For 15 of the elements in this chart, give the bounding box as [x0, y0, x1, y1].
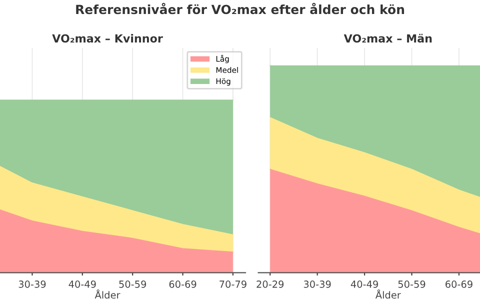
- x-axis-title: Ålder: [375, 290, 401, 299]
- chart-title: VO₂max – Män: [344, 34, 432, 43]
- x-tick-label: 20-29: [256, 280, 284, 288]
- x-tick-label: 50-59: [119, 280, 146, 288]
- x-tick-label: 60-69: [446, 280, 472, 288]
- x-tick-label: 30-39: [18, 280, 46, 288]
- x-tick-label: 70-79: [220, 280, 246, 288]
- chart-title: VO₂max – Kvinnor: [52, 34, 163, 43]
- text: Referensnivåer för VO₂max efter ålder och kön: [76, 2, 404, 14]
- x-axis-title: Ålder: [94, 290, 120, 299]
- x-tick-label: 60-69: [169, 280, 196, 288]
- x-tick-label: 40-49: [350, 280, 378, 288]
- x-tick-label: 30-39: [304, 280, 331, 288]
- x-tick-label: 40-49: [68, 280, 96, 288]
- x-tick-label: 50-59: [398, 280, 426, 288]
